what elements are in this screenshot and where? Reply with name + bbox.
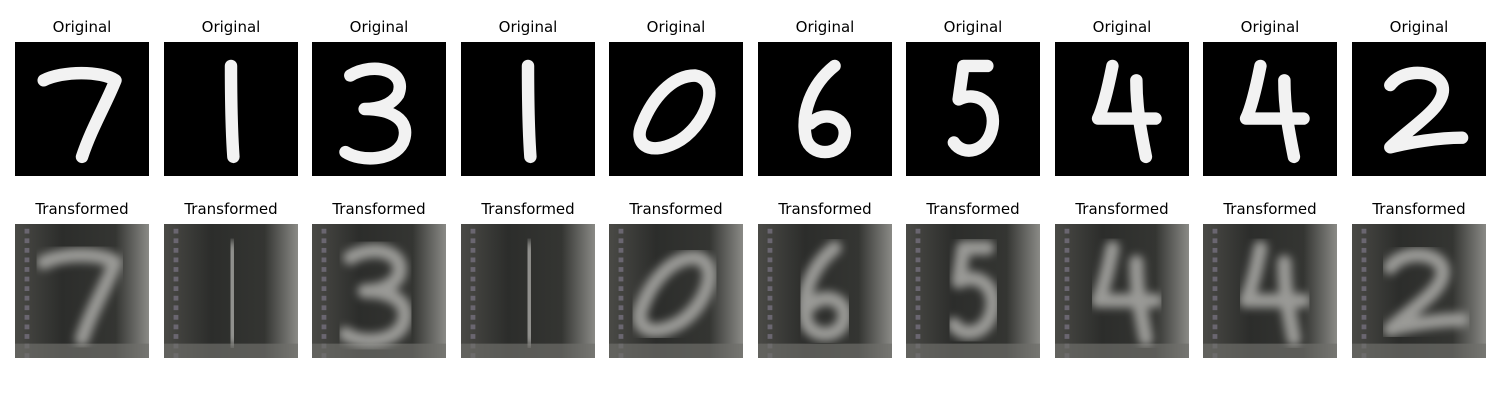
transformed-digit-image: [906, 224, 1040, 358]
digit-stroke: [223, 240, 241, 347]
digit-stroke: [1239, 59, 1310, 164]
original-digit-image: [461, 42, 595, 176]
transformed-digit-image: [1055, 224, 1189, 358]
panel-title: Transformed: [481, 200, 575, 218]
panel-title: Transformed: [35, 200, 129, 218]
original-digit-image: [164, 42, 298, 176]
panel-title: Original: [646, 18, 706, 36]
panel-title: Transformed: [1075, 200, 1169, 218]
digit-stroke: [1091, 59, 1162, 164]
original-digit-image: [609, 42, 743, 176]
panel-title: Transformed: [629, 200, 723, 218]
digit-stroke: [1383, 247, 1470, 337]
panel-title: Transformed: [332, 200, 426, 218]
digit-stroke: [1090, 240, 1163, 347]
panel-title: Original: [349, 18, 409, 36]
transformed-digit-image: [312, 224, 446, 358]
transformed-digit-image: [164, 224, 298, 358]
panel-title: Original: [1389, 18, 1449, 36]
digit-stroke: [339, 62, 412, 165]
panel-title: Original: [943, 18, 1003, 36]
digit-stroke: [946, 240, 1001, 340]
digit-stroke: [1238, 240, 1311, 347]
transformed-digit-image: [15, 224, 149, 358]
digit-stroke: [338, 243, 413, 348]
panel-title: Transformed: [184, 200, 278, 218]
panel-title: Transformed: [1223, 200, 1317, 218]
digit-stroke: [520, 240, 538, 347]
original-digit-image: [312, 42, 446, 176]
digit-stroke: [633, 69, 716, 155]
digit-stroke: [36, 248, 123, 347]
original-digit-image: [906, 42, 1040, 176]
digit-stroke: [37, 66, 122, 164]
transformed-digit-image: [461, 224, 595, 358]
panel-title: Original: [498, 18, 558, 36]
panel-title: Original: [201, 18, 261, 36]
digit-stroke: [632, 250, 717, 338]
digit-stroke: [1384, 66, 1469, 154]
original-digit-image: [1203, 42, 1337, 176]
panel-title: Original: [52, 18, 112, 36]
original-digit-image: [1352, 42, 1486, 176]
digit-stroke: [798, 59, 851, 159]
panel-title: Transformed: [926, 200, 1020, 218]
original-digit-image: [15, 42, 149, 176]
panel-title: Transformed: [778, 200, 872, 218]
transformed-digit-image: [609, 224, 743, 358]
transformed-digit-image: [1352, 224, 1486, 358]
transformed-digit-image: [758, 224, 892, 358]
panel-title: Transformed: [1372, 200, 1466, 218]
transformed-digit-image: [1203, 224, 1337, 358]
digit-stroke: [947, 59, 1000, 157]
original-digit-image: [758, 42, 892, 176]
digit-stroke: [797, 240, 852, 342]
digit-stroke: [521, 59, 537, 164]
original-digit-image: [1055, 42, 1189, 176]
digit-stroke: [224, 59, 240, 164]
panel-title: Original: [795, 18, 855, 36]
panel-title: Original: [1240, 18, 1300, 36]
panel-title: Original: [1092, 18, 1152, 36]
